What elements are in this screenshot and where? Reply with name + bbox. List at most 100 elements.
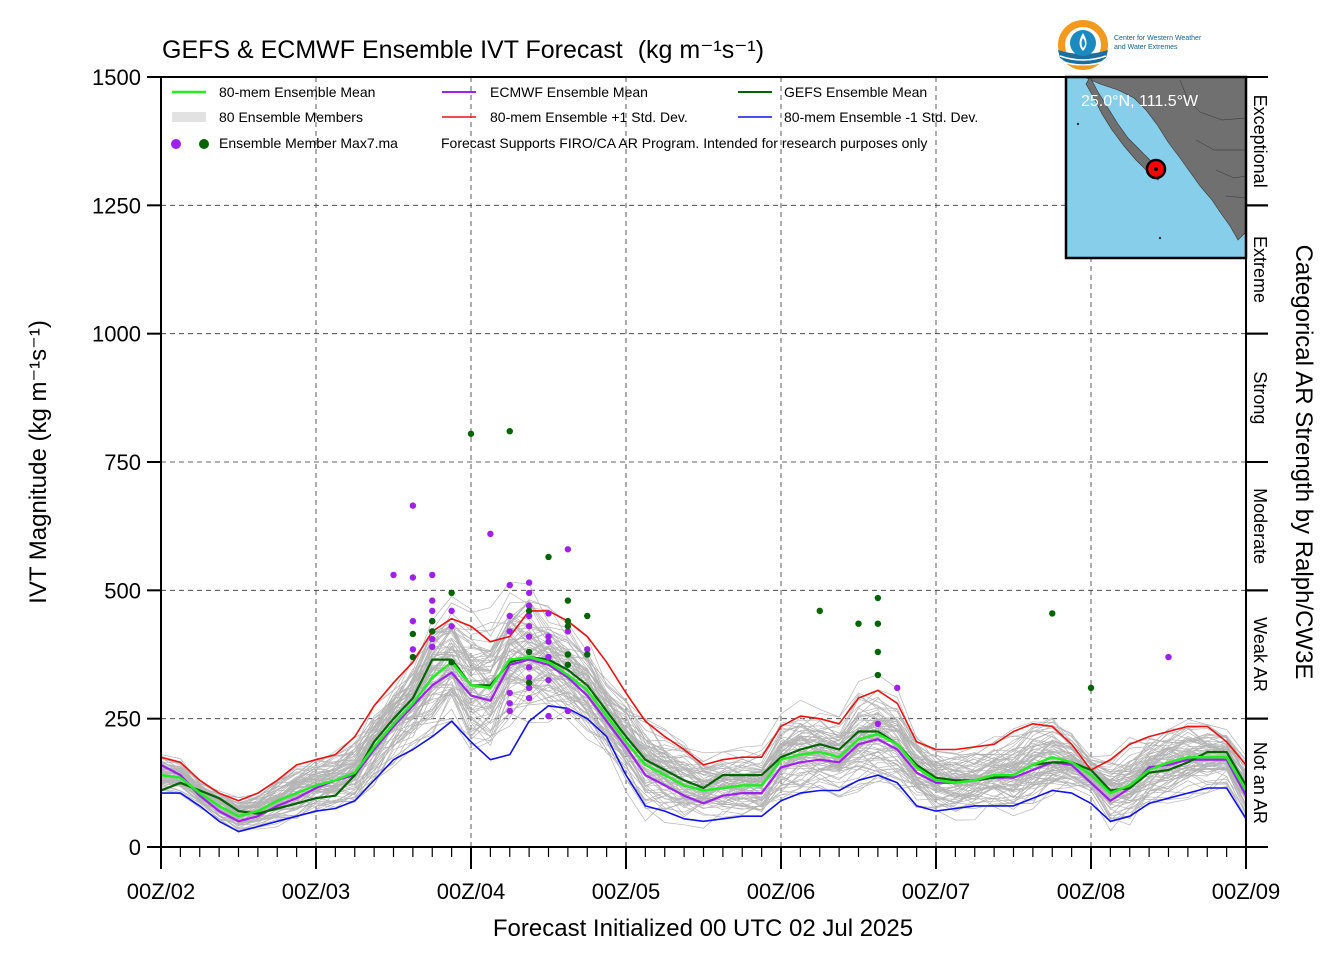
cw3e-logo: Center for Western Weather and Water Ext… [1058, 20, 1202, 70]
legend-dot-gefs [199, 139, 209, 149]
gefs-max-point [409, 630, 417, 638]
ecmwf-max-point [584, 646, 591, 653]
chart-title: GEFS & ECMWF Ensemble IVT Forecast (kg m… [162, 36, 764, 64]
legend-dot-ecmwf [171, 139, 181, 149]
ecmwf-max-point [545, 712, 552, 720]
legend: 80-mem Ensemble Mean ECMWF Ensemble Mean… [171, 84, 978, 151]
ecmwf-max-point [525, 589, 533, 597]
legend-label-ensemble-members: 80 Ensemble Members [219, 109, 363, 125]
ecmwf-max-point [545, 638, 552, 645]
ecmwf-max-point [506, 700, 513, 707]
gefs-max-point [409, 653, 417, 661]
series-line-2 [160, 655, 1247, 815]
y-axis-label: IVT Magnitude (kg m⁻¹s⁻¹) [25, 320, 52, 604]
gefs-max-point [564, 623, 572, 630]
gefs-max-point [564, 597, 572, 604]
gefs-max-point [506, 428, 513, 435]
ecmwf-max-point [545, 610, 552, 617]
category-axis: Not an AR Weak AR Moderate Strong Extreme Exc… [1245, 76, 1270, 848]
ensemble-member-line [160, 621, 1247, 819]
y-tick-label: 1500 [92, 65, 141, 90]
legend-label-minus-std: 80-mem Ensemble -1 Std. Dev. [784, 109, 978, 125]
series-lines [160, 610, 1248, 833]
ecmwf-max-point [525, 694, 533, 702]
ecmwf-max-point [448, 607, 455, 615]
legend-label-ensemble-mean: 80-mem Ensemble Mean [219, 84, 375, 100]
x-tick-label: 00Z/04 [437, 879, 506, 904]
gefs-max-point [429, 628, 436, 635]
logo-text-line2: and Water Extremes [1114, 44, 1178, 51]
y-tick-label: 750 [104, 450, 141, 475]
ecmwf-max-point [390, 571, 397, 579]
ecmwf-max-point [409, 617, 417, 625]
category-label: Exceptional [1250, 95, 1270, 188]
ecmwf-max-point [545, 676, 552, 684]
ensemble-member-line [160, 635, 1247, 806]
ecmwf-max-point [448, 623, 455, 630]
ecmwf-max-point [409, 574, 417, 581]
gefs-max-point [1049, 610, 1056, 617]
map-inset: 25.0°N, 111.5°W [1064, 75, 1248, 260]
category-label: Not an AR [1250, 742, 1270, 824]
ecmwf-max-point [506, 612, 513, 620]
gefs-max-point [564, 651, 572, 658]
ensemble-member-line [160, 627, 1247, 808]
x-tick-label: 00Z/02 [127, 879, 196, 904]
ecmwf-max-point [525, 684, 533, 692]
ecmwf-max-point [525, 579, 533, 586]
ecmwf-max-point [894, 684, 901, 692]
ensemble-member-line [160, 672, 1247, 827]
ecmwf-max-point [525, 623, 533, 630]
legend-label-plus-std: 80-mem Ensemble +1 Std. Dev. [490, 109, 688, 125]
ecmwf-max-point [506, 628, 513, 635]
gefs-max-point [467, 430, 475, 437]
y-tick-label: 500 [104, 578, 141, 603]
x-axis: 00Z/02 00Z/03 00Z/04 00Z/05 00Z/06 00Z/07 00Z/… [127, 847, 1281, 904]
x-tick-label: 00Z/03 [282, 879, 351, 904]
max-points [390, 428, 1172, 727]
y-tick-label: 250 [104, 707, 141, 732]
map-land-peninsula [1085, 76, 1163, 181]
gefs-max-point [584, 612, 591, 620]
gefs-max-point [525, 679, 533, 686]
gefs-max-point [448, 589, 455, 597]
ecmwf-max-point [506, 689, 513, 697]
legend-swatch-ensemble-members [172, 112, 206, 122]
logo-text-line1: Center for Western Weather [1114, 35, 1202, 42]
gefs-max-point [429, 617, 436, 625]
x-axis-label: Forecast Initialized 00 UTC 02 Jul 2025 [493, 915, 913, 942]
x-tick-label: 00Z/08 [1057, 879, 1126, 904]
ecmwf-max-point [545, 633, 552, 640]
category-axis-label: Categorical AR Strength by Ralph/CW3E [1290, 245, 1317, 680]
map-borders [1179, 79, 1247, 199]
ensemble-member-line [160, 624, 1247, 807]
legend-label-gefs-mean: GEFS Ensemble Mean [784, 84, 927, 100]
ecmwf-max-point [506, 707, 513, 715]
gefs-max-point [874, 620, 882, 627]
legend-note: Forecast Supports FIRO/CA AR Program. In… [441, 135, 927, 151]
ecmwf-max-point [506, 582, 513, 589]
series-line-0 [160, 655, 1248, 818]
y-tick-label: 1000 [92, 322, 141, 347]
gefs-max-point [874, 671, 882, 679]
x-tick-label: 00Z/07 [902, 879, 971, 904]
ecmwf-max-point [429, 607, 436, 615]
category-label: Extreme [1250, 236, 1270, 303]
ecmwf-max-point [487, 530, 494, 538]
map-land-mainland [1083, 76, 1247, 241]
ensemble-member-line [160, 581, 1247, 805]
gefs-max-point [448, 659, 455, 666]
y-tick-label: 1250 [92, 193, 141, 218]
ecmwf-max-point [564, 707, 572, 715]
x-tick-label: 00Z/06 [747, 879, 816, 904]
cw3e-logo-icon [1058, 20, 1108, 70]
ecmwf-max-point [525, 664, 533, 671]
ecmwf-max-point [525, 674, 533, 681]
category-label: Weak AR [1250, 617, 1270, 692]
x-tick-label: 00Z/09 [1212, 879, 1281, 904]
ensemble-member-line [160, 662, 1247, 820]
category-label: Strong [1250, 371, 1270, 424]
ecmwf-max-point [545, 653, 552, 661]
chart-title-text: GEFS & ECMWF Ensemble IVT Forecast [162, 36, 623, 64]
gefs-max-point [855, 620, 862, 627]
